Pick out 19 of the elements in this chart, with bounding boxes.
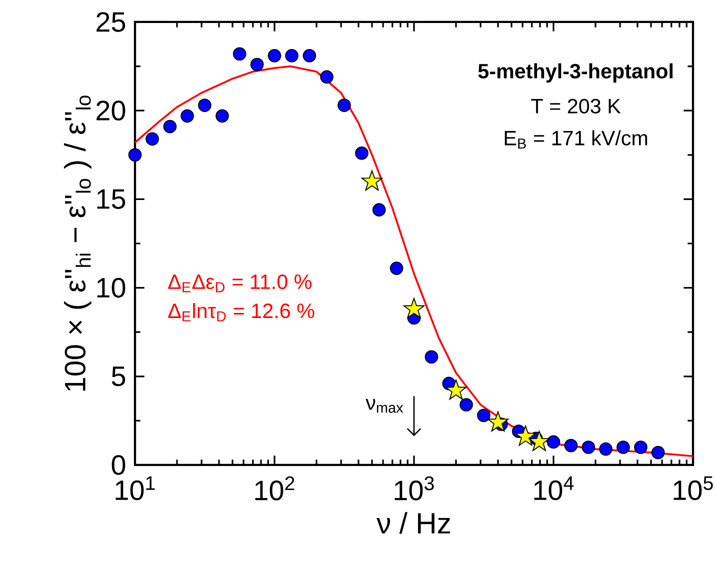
x-tick-label: 10$^{5}$	[674, 476, 713, 500]
y-tick-label: 5	[112, 366, 126, 386]
y-tick-label: 25	[96, 12, 126, 32]
y-tick-label: 10	[97, 278, 126, 298]
annotation: Δ$_{E}$lnτ$_{D}$ = 12.6 %	[168, 303, 314, 322]
y-axis-title: 100 × ( ε''$_{hi}$ − ε''$_{lo}$ ) / ε''$_{lo}$	[64, 96, 92, 391]
x-tick-label: 10$^{1}$	[116, 476, 155, 500]
annotation: Δ$_{E}$Δε$_{D}$ = 11.0 %	[168, 274, 312, 292]
annotation: T = 203 K	[531, 98, 621, 114]
text: 5-methyl-3-heptanol	[478, 63, 673, 83]
y-tick-label: 15	[97, 189, 126, 209]
x-tick-label: 10$^{3}$	[394, 476, 434, 500]
annotation: ν$_{max}$	[366, 398, 404, 413]
x-axis-title: ν / Hz	[376, 512, 450, 534]
x-tick-label: 10$^{4}$	[534, 476, 574, 500]
annotation: E$_{B}$ = 171 kV/cm	[504, 130, 648, 149]
y-tick-label: 20	[96, 100, 126, 120]
y-tick-label: 0	[112, 455, 126, 475]
x-tick-label: 10$^{2}$	[255, 476, 294, 500]
